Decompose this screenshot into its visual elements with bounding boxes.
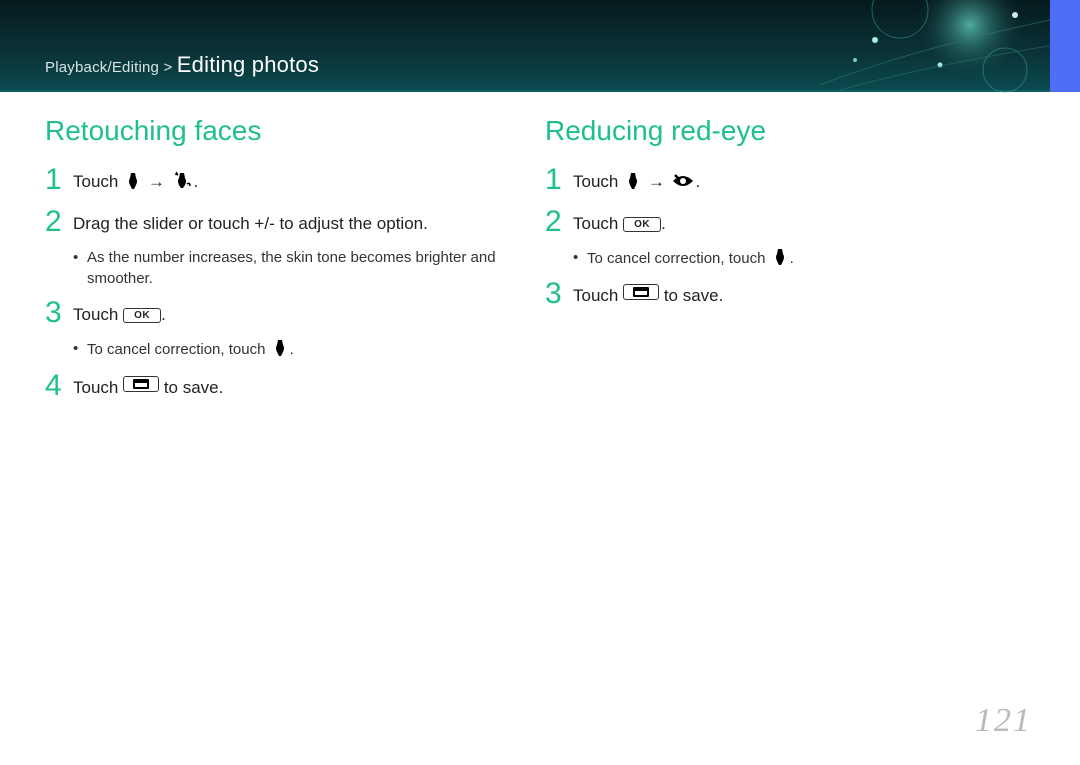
step-body: Drag the slider or touch +/- to adjust t… <box>73 207 535 237</box>
page-title: Editing photos <box>177 52 319 77</box>
step-number: 3 <box>45 298 73 328</box>
ok-button: OK <box>123 308 161 323</box>
step-body: Touch OK. <box>73 298 535 328</box>
step-number: 3 <box>545 279 573 309</box>
breadcrumb: Playback/Editing > Editing photos <box>45 52 319 78</box>
side-tab <box>1050 0 1080 92</box>
column-left: Retouching faces 1Touch → .2Drag the sli… <box>45 115 535 411</box>
header-band: Playback/Editing > Editing photos <box>0 0 1080 92</box>
heading-reducing-red-eye: Reducing red-eye <box>545 115 1035 147</box>
sub-bullet: •As the number increases, the skin tone … <box>73 247 535 291</box>
step: 3Touch to save. <box>545 279 1035 309</box>
steps-left: 1Touch → .2Drag the slider or touch +/- … <box>45 165 535 401</box>
header-decoration <box>760 0 1060 100</box>
step-number: 4 <box>45 371 73 401</box>
step: 1Touch → . <box>45 165 535 197</box>
step: 3Touch OK. <box>45 298 535 328</box>
step: 1Touch → . <box>545 165 1035 197</box>
heading-retouching-faces: Retouching faces <box>45 115 535 147</box>
step-body: Touch → . <box>73 165 535 197</box>
breadcrumb-prefix: Playback/Editing > <box>45 59 177 76</box>
sub-bullet: •To cancel correction, touch . <box>573 247 1035 272</box>
step-body: Touch OK. <box>573 207 1035 237</box>
wand-icon <box>625 171 641 197</box>
save-button <box>123 376 159 392</box>
step-body: Touch to save. <box>573 279 1035 309</box>
ok-button: OK <box>623 217 661 232</box>
column-right: Reducing red-eye 1Touch → .2Touch OK.•To… <box>545 115 1035 411</box>
wand-icon <box>272 338 288 363</box>
face-retouch-icon <box>172 171 192 197</box>
steps-right: 1Touch → .2Touch OK.•To cancel correctio… <box>545 165 1035 309</box>
step-number: 1 <box>45 165 73 195</box>
save-button <box>623 284 659 300</box>
sub-bullet: •To cancel correction, touch . <box>73 338 535 363</box>
red-eye-icon <box>672 172 694 197</box>
step-number: 1 <box>545 165 573 195</box>
step: 4Touch to save. <box>45 371 535 401</box>
wand-icon <box>772 247 788 272</box>
step-number: 2 <box>545 207 573 237</box>
wand-icon <box>125 171 141 197</box>
step-body: Touch → . <box>573 165 1035 197</box>
step-body: Touch to save. <box>73 371 535 401</box>
step: 2Touch OK. <box>545 207 1035 237</box>
step-number: 2 <box>45 207 73 237</box>
content: Retouching faces 1Touch → .2Drag the sli… <box>45 115 1035 411</box>
step: 2Drag the slider or touch +/- to adjust … <box>45 207 535 237</box>
page-number: 121 <box>975 702 1032 740</box>
